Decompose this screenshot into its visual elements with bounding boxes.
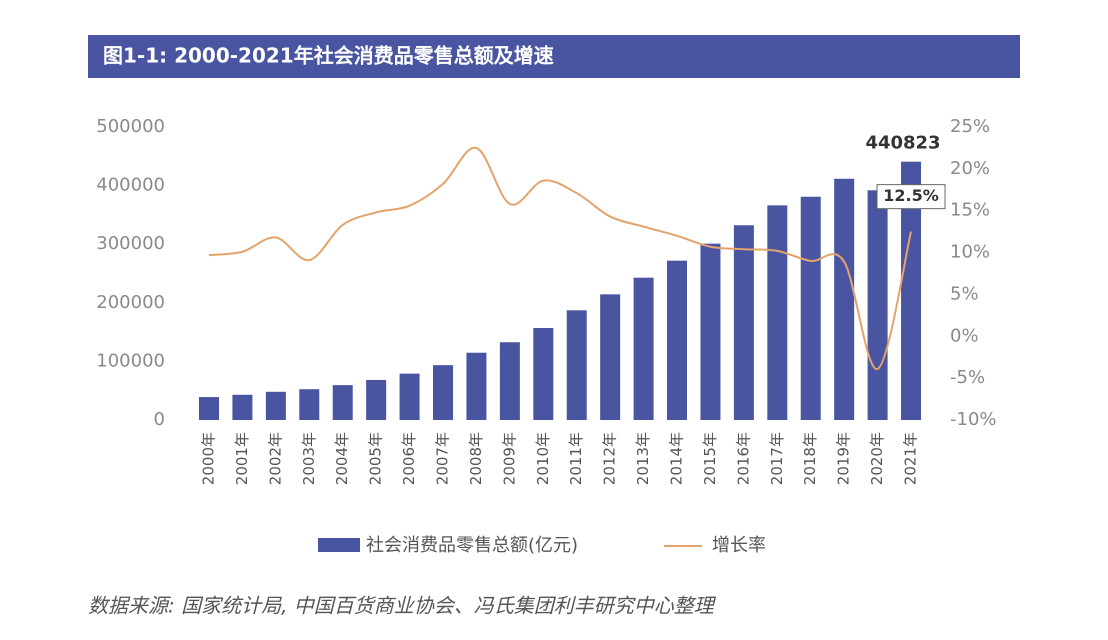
bar	[733, 225, 754, 420]
bar	[834, 178, 855, 420]
source-note: 数据来源: 国家统计局, 中国百货商业协会、冯氏集团利丰研究中心整理	[88, 594, 717, 618]
bar	[232, 394, 253, 420]
x-tick-label: 2019年	[835, 432, 853, 485]
data-label-box	[876, 184, 946, 210]
x-tick-label: 2017年	[768, 432, 786, 485]
x-tick-label: 2015年	[701, 432, 719, 485]
y2-tick-label: 5%	[950, 283, 979, 304]
y-tick-label: 300000	[96, 233, 165, 254]
x-tick-label: 2011年	[567, 432, 585, 485]
bar	[466, 352, 487, 420]
bar	[566, 310, 587, 420]
bar	[633, 277, 654, 420]
x-tick-label: 2007年	[434, 432, 452, 485]
x-tick-label: 2010年	[534, 432, 552, 485]
x-tick-label: 2013年	[634, 432, 652, 485]
x-tick-label: 2001年	[233, 432, 251, 485]
bar	[265, 391, 286, 420]
x-tick-label: 2016年	[734, 432, 752, 485]
bar	[901, 161, 922, 420]
data-label: 12.5%	[883, 186, 939, 205]
x-tick-label: 2005年	[367, 432, 385, 485]
x-tick-label: 2003年	[300, 432, 318, 485]
bar	[700, 243, 721, 420]
bar	[199, 397, 219, 420]
y2-tick-label: 15%	[950, 200, 990, 221]
x-tick-label: 2009年	[500, 432, 518, 485]
legend-swatch	[318, 538, 360, 552]
bar	[667, 260, 688, 420]
growth-line	[208, 146, 913, 370]
x-tick-label: 2002年	[266, 432, 284, 485]
y2-tick-label: 25%	[950, 116, 990, 137]
x-tick-label: 2018年	[801, 432, 819, 485]
y-tick-label: 100000	[96, 350, 165, 371]
y2-tick-label: -5%	[950, 367, 985, 388]
bar	[299, 389, 320, 420]
y2-tick-label: 10%	[950, 242, 990, 263]
x-tick-label: 2006年	[400, 432, 418, 485]
bar	[499, 342, 520, 420]
y-tick-label: 500000	[96, 116, 165, 137]
bar	[867, 190, 888, 420]
y2-tick-label: 0%	[950, 325, 979, 346]
title-bar	[88, 35, 1020, 78]
x-tick-label: 2008年	[467, 432, 485, 485]
chart-title: 图1-1: 2000-2021年社会消费品零售总额及增速	[103, 44, 554, 68]
bar	[433, 365, 454, 420]
data-label: 440823	[865, 133, 940, 154]
x-tick-label: 2004年	[333, 432, 351, 485]
y2-tick-label: 20%	[950, 158, 990, 179]
y-tick-label: 0	[154, 409, 165, 430]
bar	[332, 385, 353, 420]
x-tick-label: 2020年	[868, 432, 886, 485]
x-tick-label: 2012年	[601, 432, 619, 485]
bar	[767, 205, 788, 420]
legend-label: 社会消费品零售总额(亿元)	[366, 535, 578, 556]
y2-tick-label: -10%	[950, 409, 997, 430]
x-tick-label: 2000年	[200, 432, 218, 485]
bar	[366, 379, 387, 420]
x-tick-label: 2014年	[668, 432, 686, 485]
bar	[800, 196, 821, 420]
x-tick-label: 2021年	[902, 432, 920, 485]
bar	[533, 327, 554, 420]
y-tick-label: 200000	[96, 292, 165, 313]
y-tick-label: 400000	[96, 175, 165, 196]
bar	[600, 294, 621, 420]
bar	[399, 373, 420, 420]
legend-label: 增长率	[712, 535, 766, 556]
